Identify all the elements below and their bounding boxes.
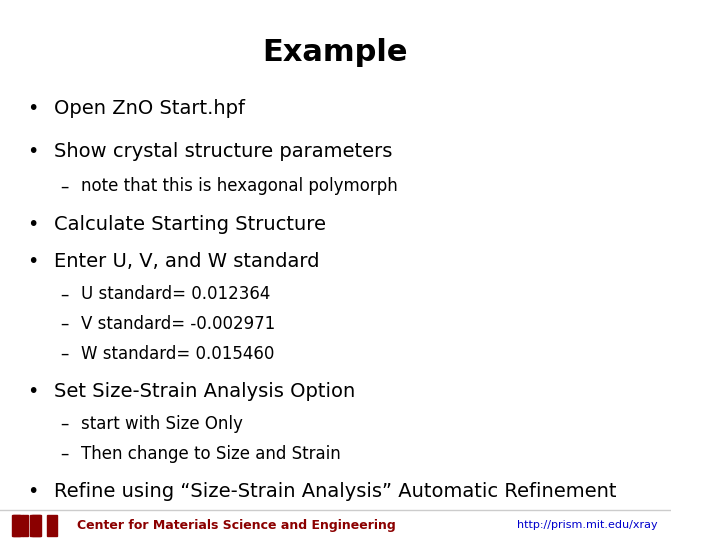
- Text: Refine using “Size-Strain Analysis” Automatic Refinement: Refine using “Size-Strain Analysis” Auto…: [54, 482, 616, 501]
- FancyBboxPatch shape: [14, 515, 24, 536]
- Text: Calculate Starting Structure: Calculate Starting Structure: [54, 214, 325, 234]
- Text: V standard= -0.002971: V standard= -0.002971: [81, 315, 275, 333]
- Text: –: –: [60, 415, 68, 433]
- Text: U standard= 0.012364: U standard= 0.012364: [81, 285, 270, 303]
- Text: Example: Example: [263, 38, 408, 67]
- Bar: [32, 515, 41, 536]
- FancyBboxPatch shape: [30, 515, 40, 536]
- Bar: [23, 515, 28, 536]
- Text: start with Size Only: start with Size Only: [81, 415, 243, 433]
- Text: Open ZnO Start.hpf: Open ZnO Start.hpf: [54, 98, 245, 118]
- Text: •: •: [27, 252, 38, 272]
- Text: •: •: [27, 141, 38, 161]
- Text: Then change to Size and Strain: Then change to Size and Strain: [81, 444, 341, 463]
- Bar: [12, 515, 20, 536]
- FancyBboxPatch shape: [47, 515, 57, 536]
- Text: –: –: [60, 177, 68, 195]
- Text: Set Size-Strain Analysis Option: Set Size-Strain Analysis Option: [54, 382, 355, 401]
- Text: Show crystal structure parameters: Show crystal structure parameters: [54, 141, 392, 161]
- Text: –: –: [60, 315, 68, 333]
- Text: •: •: [27, 482, 38, 501]
- Text: http://prism.mit.edu/xray: http://prism.mit.edu/xray: [517, 521, 657, 530]
- Text: –: –: [60, 444, 68, 463]
- Text: •: •: [27, 98, 38, 118]
- Text: –: –: [60, 345, 68, 363]
- Text: Enter U, V, and W standard: Enter U, V, and W standard: [54, 252, 319, 272]
- Text: •: •: [27, 382, 38, 401]
- Text: W standard= 0.015460: W standard= 0.015460: [81, 345, 274, 363]
- Text: •: •: [27, 214, 38, 234]
- Text: –: –: [60, 285, 68, 303]
- Text: note that this is hexagonal polymorph: note that this is hexagonal polymorph: [81, 177, 397, 195]
- Text: Center for Materials Science and Engineering: Center for Materials Science and Enginee…: [77, 519, 396, 532]
